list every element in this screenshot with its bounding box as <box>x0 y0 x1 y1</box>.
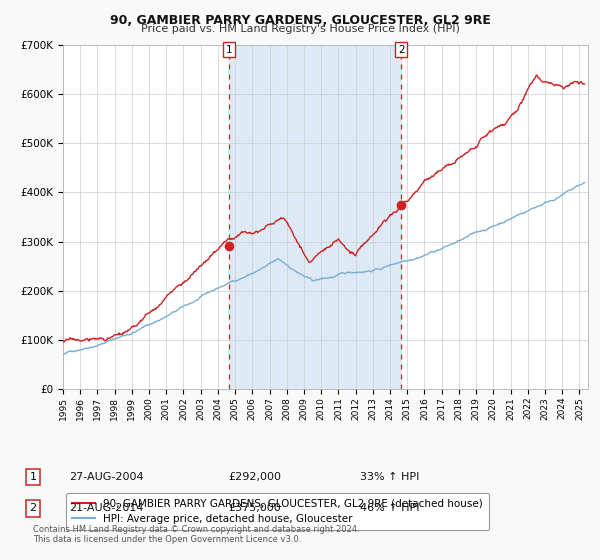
Bar <box>229 45 401 389</box>
Text: 90, GAMBIER PARRY GARDENS, GLOUCESTER, GL2 9RE: 90, GAMBIER PARRY GARDENS, GLOUCESTER, G… <box>110 14 490 27</box>
Text: 2: 2 <box>398 45 404 55</box>
Text: Contains HM Land Registry data © Crown copyright and database right 2024.
This d: Contains HM Land Registry data © Crown c… <box>33 525 359 544</box>
Text: 1: 1 <box>29 472 37 482</box>
Text: 46% ↑ HPI: 46% ↑ HPI <box>360 503 419 514</box>
Text: 27-AUG-2004: 27-AUG-2004 <box>69 472 143 482</box>
Text: 1: 1 <box>226 45 232 55</box>
Legend: 90, GAMBIER PARRY GARDENS, GLOUCESTER, GL2 9RE (detached house), HPI: Average pr: 90, GAMBIER PARRY GARDENS, GLOUCESTER, G… <box>65 493 489 530</box>
Text: 21-AUG-2014: 21-AUG-2014 <box>69 503 143 514</box>
Text: Price paid vs. HM Land Registry's House Price Index (HPI): Price paid vs. HM Land Registry's House … <box>140 24 460 34</box>
Text: 33% ↑ HPI: 33% ↑ HPI <box>360 472 419 482</box>
Text: £292,000: £292,000 <box>228 472 281 482</box>
Text: £375,000: £375,000 <box>228 503 281 514</box>
Text: 2: 2 <box>29 503 37 514</box>
